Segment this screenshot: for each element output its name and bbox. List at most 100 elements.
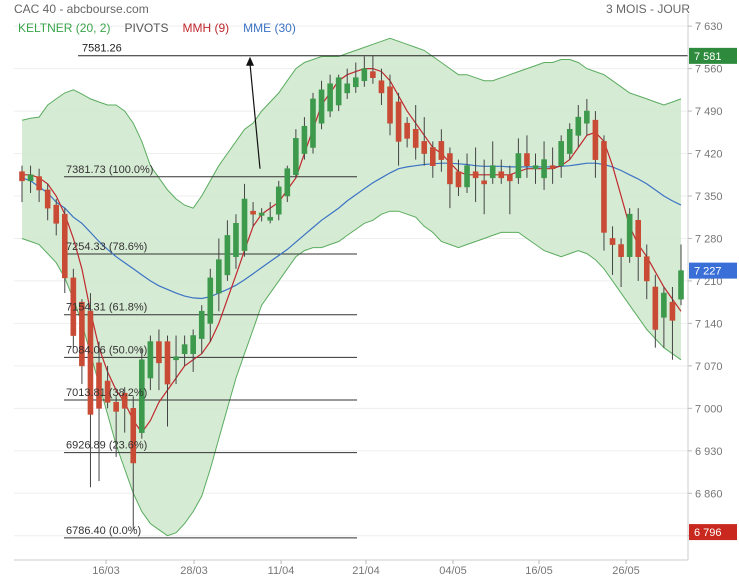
candle-body: [515, 153, 522, 179]
candle: [541, 141, 547, 190]
candle: [267, 202, 273, 224]
arrow-head: [246, 56, 254, 66]
candle: [53, 199, 60, 236]
candle-body: [395, 101, 402, 142]
candle: [36, 168, 42, 203]
x-tick-label: 16/03: [92, 565, 120, 577]
candle: [361, 56, 368, 87]
candle: [412, 105, 419, 160]
candle-body: [421, 141, 428, 154]
candle-body: [643, 256, 650, 282]
candle: [661, 287, 667, 348]
candle: [404, 117, 410, 148]
candle: [293, 129, 299, 178]
candle: [181, 335, 188, 366]
candle: [216, 238, 222, 312]
y-tick-label: 7 070: [695, 361, 723, 373]
candle-body: [601, 141, 607, 233]
candle: [464, 153, 470, 193]
candle: [224, 220, 231, 281]
candle: [19, 165, 25, 203]
candle-body: [284, 168, 291, 197]
fib-label: 7154.31 (61.8%): [66, 302, 147, 314]
x-tick-label: 11/04: [268, 565, 295, 577]
candle-body: [293, 138, 299, 176]
candle-body: [541, 159, 547, 179]
candle-body: [327, 83, 333, 112]
legend-mme[interactable]: MME (30): [243, 21, 296, 35]
y-tick-label: 6 930: [695, 446, 723, 458]
candle: [558, 135, 564, 178]
candle: [481, 159, 487, 215]
candle: [395, 92, 402, 166]
y-tick-label: 7 490: [695, 106, 723, 118]
candle-body: [207, 277, 214, 324]
candle: [139, 347, 145, 439]
fib-label: 7013.81 (38.2%): [66, 387, 147, 399]
y-tick-label: 7 000: [695, 403, 723, 415]
candle: [566, 123, 573, 160]
chart-title: CAC 40 - abcbourse.com: [14, 2, 149, 16]
candle: [301, 117, 308, 160]
y-tick-label: 7 280: [695, 233, 723, 245]
candle: [515, 138, 522, 184]
legend-mmh[interactable]: MMH (9): [182, 21, 230, 35]
candle: [344, 68, 351, 99]
candle-body: [498, 171, 505, 179]
candle: [96, 341, 102, 482]
candle: [678, 244, 684, 306]
candle-body: [44, 189, 51, 209]
candle-body: [489, 165, 496, 179]
candle: [250, 202, 256, 227]
candle: [421, 117, 428, 166]
candle: [455, 159, 462, 196]
candle: [438, 129, 445, 172]
candle: [489, 141, 496, 184]
candle: [147, 335, 154, 391]
candle-body: [121, 392, 128, 409]
last-badge-label: 7 227: [694, 266, 722, 278]
candle-body: [361, 68, 368, 82]
x-tick-label: 28/03: [180, 565, 208, 577]
candle-body: [224, 235, 231, 276]
legend-keltner[interactable]: KELTNER (20, 2): [18, 21, 111, 35]
candle-body: [438, 141, 445, 160]
y-tick-label: 6 860: [695, 488, 723, 500]
candle-body: [507, 174, 513, 182]
candle: [156, 329, 162, 391]
candle: [601, 135, 607, 251]
candle-body: [267, 216, 273, 221]
candle-body: [104, 380, 111, 403]
candle: [87, 293, 94, 488]
candle: [575, 105, 582, 148]
high-line-label: 7581.26: [82, 43, 122, 55]
candle: [447, 147, 453, 209]
candle-body: [53, 204, 60, 224]
x-tick-label: 21/04: [352, 565, 380, 577]
y-tick-label: 7 630: [695, 21, 723, 33]
candle-body: [370, 71, 376, 78]
y-tick-label: 7 350: [695, 191, 723, 203]
x-tick-label: 26/05: [612, 565, 640, 577]
legend-pivots[interactable]: PIVOTS: [124, 21, 169, 35]
candle: [241, 183, 248, 257]
candle-body: [19, 171, 25, 182]
candle-body: [70, 277, 77, 336]
candle: [173, 335, 179, 385]
candle: [609, 226, 616, 275]
candle: [164, 335, 171, 427]
candle-body: [147, 341, 154, 379]
candle: [310, 92, 316, 154]
candle-body: [524, 153, 530, 166]
candle-body: [130, 408, 137, 464]
candle-body: [61, 213, 68, 279]
candle: [378, 68, 385, 105]
candle: [652, 274, 659, 348]
candle-body: [79, 301, 85, 367]
candle: [79, 299, 85, 385]
candle: [472, 147, 479, 203]
candle: [430, 141, 436, 178]
fib-label: 7084.06 (50.0%): [66, 344, 147, 356]
